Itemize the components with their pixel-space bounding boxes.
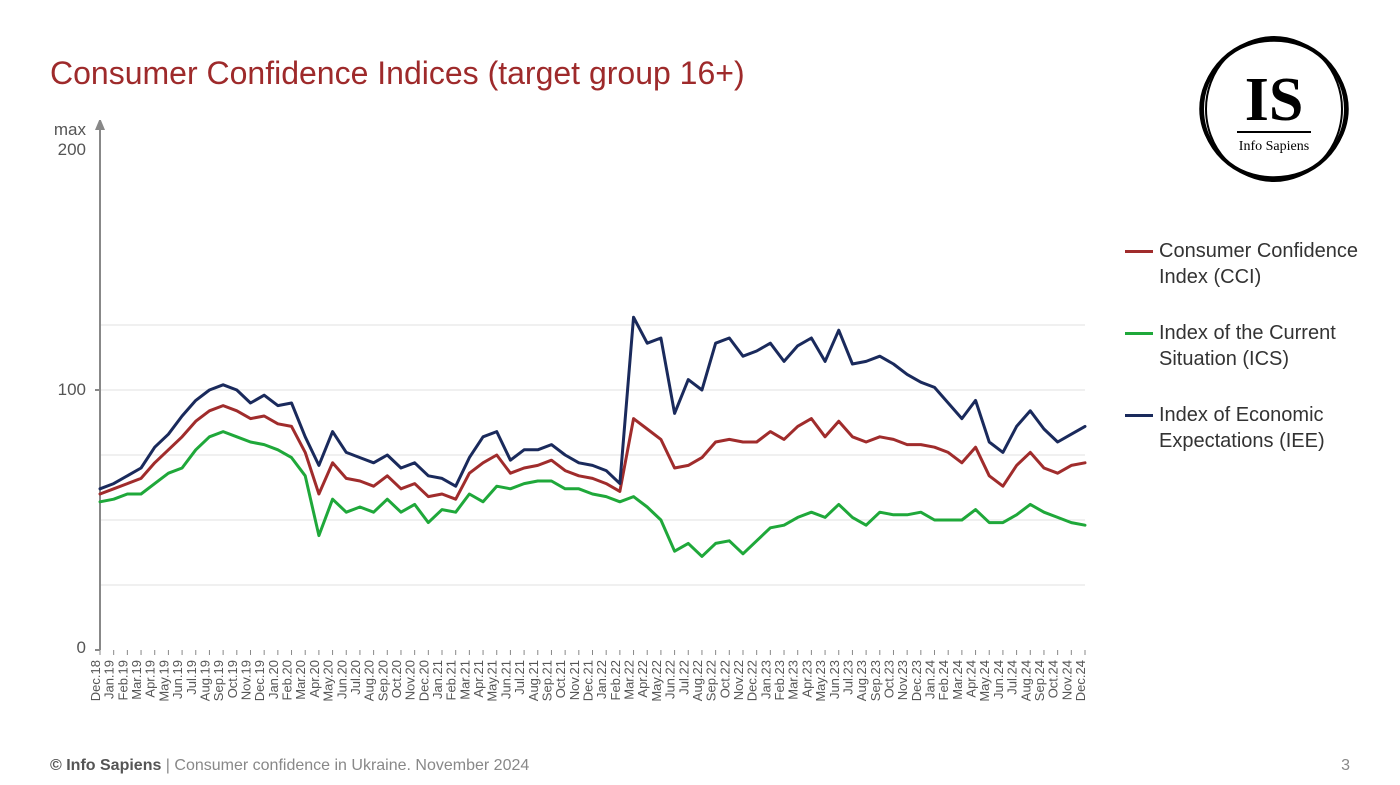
svg-text:IS: IS xyxy=(1245,66,1304,134)
page-number: 3 xyxy=(1341,757,1350,775)
series-line xyxy=(100,432,1085,557)
x-tick-label: Dec.24 xyxy=(1073,660,1088,701)
footer: © Info Sapiens | Consumer confidence in … xyxy=(50,757,1350,775)
footer-source: © Info Sapiens | Consumer confidence in … xyxy=(50,757,529,775)
legend-swatch xyxy=(1125,414,1153,417)
line-chart: Dec.18Jan.19Feb.19Mar.19Apr.19May.19Jun.… xyxy=(90,120,1090,720)
legend-item: Consumer Confidence Index (CCI) xyxy=(1125,238,1365,290)
legend-swatch xyxy=(1125,332,1153,335)
y-tick-100: 100 xyxy=(48,380,86,400)
legend: Consumer Confidence Index (CCI) Index of … xyxy=(1125,238,1365,484)
legend-label: Index of Economic Expectations (IEE) xyxy=(1159,402,1365,454)
legend-label: Consumer Confidence Index (CCI) xyxy=(1159,238,1365,290)
legend-item: Index of Economic Expectations (IEE) xyxy=(1125,402,1365,454)
y-tick-0: 0 xyxy=(62,638,86,658)
series-line xyxy=(100,317,1085,489)
legend-swatch xyxy=(1125,250,1153,253)
page-title: Consumer Confidence Indices (target grou… xyxy=(50,55,745,92)
logo: IS Info Sapiens xyxy=(1197,32,1352,187)
series-line xyxy=(100,406,1085,500)
legend-label: Index of the Current Situation (ICS) xyxy=(1159,320,1365,372)
svg-text:Info Sapiens: Info Sapiens xyxy=(1239,139,1309,154)
y-max-label: max 200 xyxy=(38,120,86,161)
legend-item: Index of the Current Situation (ICS) xyxy=(1125,320,1365,372)
